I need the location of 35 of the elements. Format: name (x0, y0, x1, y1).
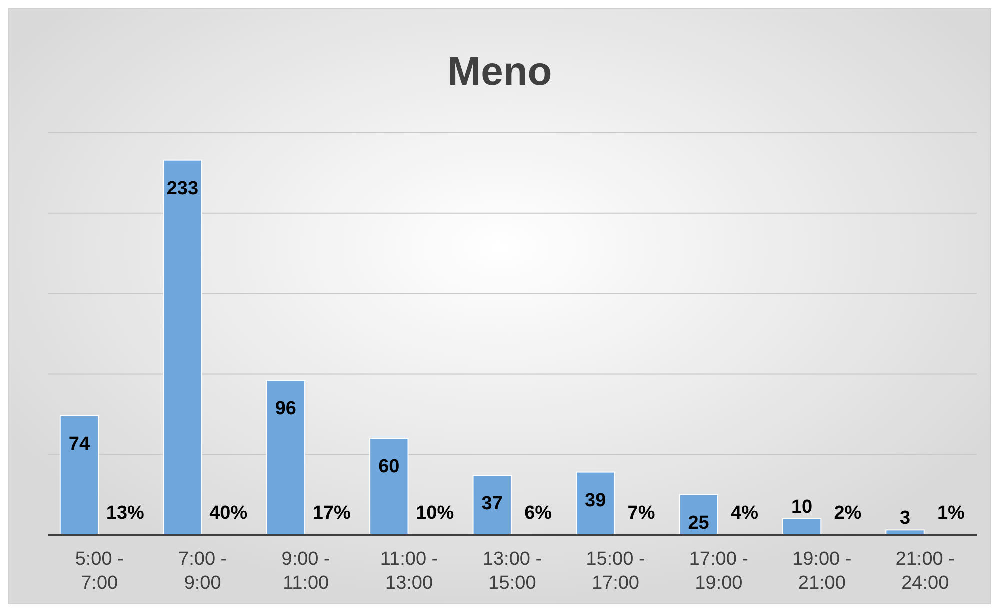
data-label: 10 (791, 496, 813, 518)
chart-title: Meno (448, 50, 552, 94)
bar (576, 472, 616, 536)
x-tick-label: 17:00 - 19:00 (689, 549, 749, 594)
annotation: 7% (628, 503, 656, 524)
annotation: 40% (210, 503, 248, 524)
x-tick-label: 7:00 - 9:00 (178, 549, 228, 594)
annotation: 2% (834, 503, 862, 524)
data-label: 74 (68, 434, 90, 456)
data-label: 39 (585, 490, 606, 512)
x-tick-label: 13:00 - 15:00 (482, 549, 542, 594)
x-tick-label: 21:00 - 24:00 (896, 549, 955, 594)
annotation: 10% (416, 503, 454, 524)
bar (266, 380, 306, 536)
annotation: 6% (524, 503, 552, 524)
data-label: 233 (166, 178, 199, 200)
x-tick-label: 11:00 - 13:00 (380, 549, 438, 594)
bar (472, 475, 512, 536)
data-label: 25 (688, 512, 710, 534)
data-label: 96 (275, 398, 296, 420)
bar (782, 518, 822, 536)
bar (370, 438, 409, 536)
annotation: 17% (312, 503, 351, 524)
x-tick-label: 19:00 - 21:00 (792, 549, 852, 594)
bar (60, 416, 100, 536)
annotation: 4% (731, 503, 759, 524)
annotation: 1% (937, 503, 966, 524)
data-label: 60 (378, 456, 400, 478)
x-tick-label: 15:00 - 17:00 (586, 549, 646, 594)
data-label: 3 (900, 508, 911, 530)
x-tick-label: 9:00 - 11:00 (282, 549, 330, 594)
data-label: 37 (482, 494, 503, 515)
x-tick-label: 5:00 - 7:00 (75, 549, 124, 594)
bar (163, 160, 202, 536)
annotation: 13% (106, 503, 145, 524)
